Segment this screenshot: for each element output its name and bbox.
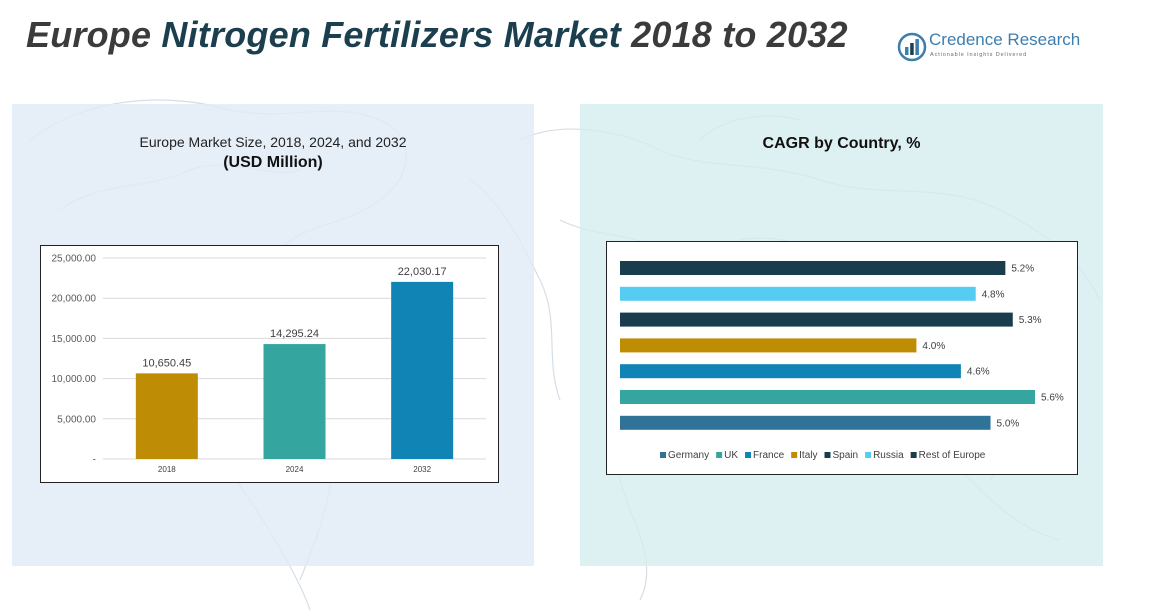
legend-swatch xyxy=(865,452,872,458)
market-size-chart-frame: - 5,000.00 10,000.00 15,000.00 20,000.00 25,0… xyxy=(40,245,499,483)
logo-emblem-icon xyxy=(897,32,927,62)
legend-swatch xyxy=(660,452,666,458)
y-tick-label: 20,000.00 xyxy=(52,294,97,305)
bar xyxy=(620,286,976,301)
legend-label: Rest of Europe xyxy=(919,450,986,461)
x-tick-label: 2032 xyxy=(413,465,431,474)
page-title: Europe Nitrogen Fertilizers Market 2018 … xyxy=(26,14,848,56)
legend-swatch xyxy=(910,452,917,458)
bar xyxy=(620,415,991,430)
data-label: 22,030.17 xyxy=(398,266,447,278)
legend-label: Italy xyxy=(799,450,817,461)
cagr-chart-title: CAGR by Country, % xyxy=(762,135,921,152)
title-part-region: Europe xyxy=(26,14,162,55)
bar xyxy=(135,373,198,459)
title-part-years: 2018 to 2032 xyxy=(631,14,848,55)
data-label: 5.3% xyxy=(1019,315,1042,326)
legend-label: UK xyxy=(724,450,738,461)
credence-research-logo: Credence Research Actionable Insights De… xyxy=(897,30,1082,64)
bar xyxy=(620,312,1013,327)
y-tick-label: 15,000.00 xyxy=(52,334,97,345)
data-label: 4.8% xyxy=(982,289,1005,300)
bar xyxy=(620,390,1035,404)
y-tick-label: - xyxy=(93,455,96,466)
market-size-bar-chart: - 5,000.00 10,000.00 15,000.00 20,000.00 25,0… xyxy=(52,254,486,474)
x-tick-label: 2024 xyxy=(286,465,304,474)
bar xyxy=(620,338,917,353)
legend-swatch xyxy=(745,452,752,458)
x-tick-label: 2018 xyxy=(158,465,176,474)
y-tick-label: 25,000.00 xyxy=(52,254,97,265)
legend-label: Russia xyxy=(873,450,904,461)
bar xyxy=(391,281,454,459)
data-label: 5.0% xyxy=(997,418,1020,429)
data-label: 14,295.24 xyxy=(270,328,319,340)
legend-swatch xyxy=(824,452,831,458)
data-label: 5.2% xyxy=(1011,264,1034,275)
legend-label: France xyxy=(753,450,785,461)
logo-tagline: Actionable Insights Delivered xyxy=(930,52,1028,58)
bar xyxy=(620,364,961,379)
market-size-chart-subtitle: (USD Million) xyxy=(223,154,323,171)
legend-label: Germany xyxy=(668,450,709,461)
data-label: 5.6% xyxy=(1041,393,1064,404)
logo-name: Credence Research xyxy=(929,30,1081,49)
y-tick-label: 10,000.00 xyxy=(52,374,97,385)
market-size-chart-title: Europe Market Size, 2018, 2024, and 2032 xyxy=(139,134,407,150)
bar xyxy=(620,261,1006,275)
cagr-chart-frame: 5.2% 4.8% 5.3% 4.0% 4.6% 5.6% 5.0% Germany UK Fra… xyxy=(606,241,1078,475)
bar xyxy=(263,344,326,459)
cagr-bar-chart: 5.2% 4.8% 5.3% 4.0% 4.6% 5.6% 5.0% Germany UK Fra… xyxy=(620,261,1064,461)
title-part-market: Nitrogen Fertilizers Market xyxy=(161,14,632,55)
legend-swatch xyxy=(791,452,798,458)
legend-swatch xyxy=(716,452,723,458)
legend-label: Spain xyxy=(833,450,859,461)
data-label: 10,650.45 xyxy=(142,357,191,369)
y-tick-label: 5,000.00 xyxy=(57,414,96,425)
data-label: 4.6% xyxy=(967,367,990,378)
data-label: 4.0% xyxy=(922,341,945,352)
